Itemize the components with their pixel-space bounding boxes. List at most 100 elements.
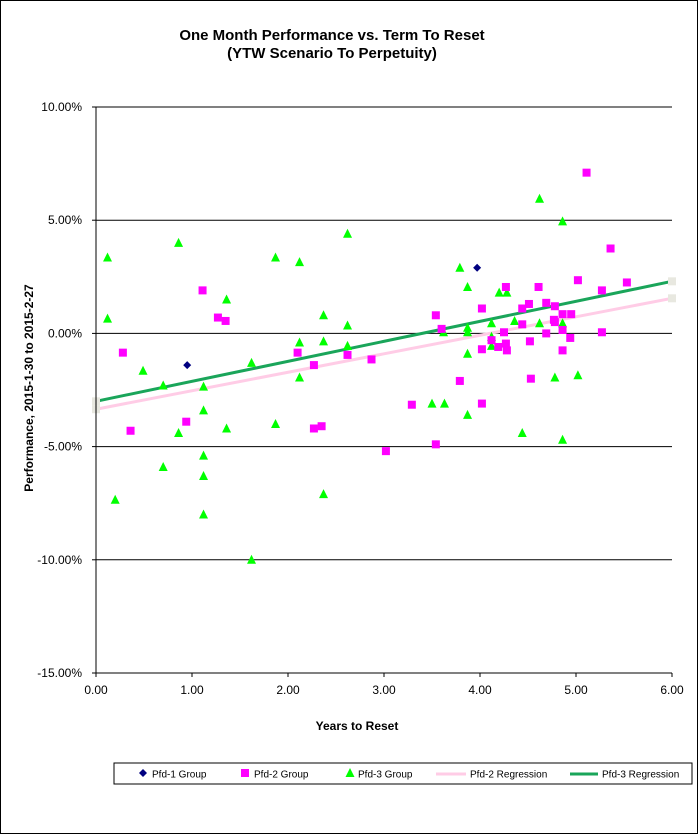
data-point-pfd-3 [463, 322, 473, 332]
regression-endpoint [668, 277, 676, 286]
data-point-pfd-3 [295, 257, 305, 267]
data-point-pfd-1 [183, 361, 192, 370]
data-point-pfd-2 [501, 339, 510, 348]
data-point-pfd-3 [463, 327, 473, 337]
data-point-pfd-3 [427, 398, 437, 408]
legend-label: Pfd-1 Group [152, 770, 207, 781]
data-point-pfd-2 [343, 350, 352, 359]
data-point-pfd-3 [158, 380, 168, 390]
chart-title-line-1: One Month Performance vs. Term To Reset [179, 27, 484, 44]
data-point-pfd-3 [517, 428, 527, 438]
data-point-pfd-3 [271, 418, 281, 428]
data-point-pfd-3 [535, 193, 545, 203]
legend-label: Pfd-2 Regression [470, 770, 547, 781]
data-point-pfd-2 [431, 440, 440, 449]
data-point-pfd-2 [558, 310, 567, 319]
data-point-pfd-3 [573, 370, 583, 380]
x-axis-title: Years to Reset [316, 719, 399, 733]
data-point-pfd-2 [502, 346, 511, 355]
data-points [103, 168, 631, 564]
data-point-pfd-2 [437, 324, 446, 333]
data-point-pfd-2 [221, 316, 230, 325]
data-point-pfd-3 [558, 434, 568, 444]
data-point-pfd-3 [319, 310, 329, 320]
data-point-pfd-3 [103, 313, 113, 323]
x-tick-label: 6.00 [660, 683, 684, 697]
data-point-pfd-3 [494, 287, 504, 297]
data-point-pfd-2 [558, 326, 567, 335]
data-point-pfd-3 [199, 405, 209, 415]
axes [92, 106, 673, 677]
data-point-pfd-2 [182, 417, 191, 426]
data-point-pfd-2 [542, 329, 551, 338]
data-point-pfd-3 [295, 337, 305, 347]
data-point-pfd-3 [319, 489, 329, 499]
data-point-pfd-3 [343, 320, 353, 330]
data-point-pfd-2 [525, 337, 534, 346]
data-point-pfd-2 [558, 346, 567, 355]
x-tick-labels: 0.00 1.00 2.00 3.00 4.00 5.00 6.00 [84, 683, 684, 697]
data-point-pfd-3 [535, 318, 545, 328]
data-point-pfd-2 [518, 304, 527, 313]
chart-title-line-2: (YTW Scenario To Perpetuity) [227, 45, 437, 62]
data-point-pfd-2 [118, 348, 127, 357]
gridlines [96, 106, 672, 561]
regression-lines [92, 277, 676, 414]
data-point-pfd-2 [309, 424, 318, 433]
data-point-pfd-2 [455, 376, 464, 385]
y-tick-label: -10.00% [37, 553, 82, 567]
data-point-pfd-2 [494, 342, 503, 351]
y-tick-label: 10.00% [41, 100, 82, 114]
legend: Pfd-1 Group Pfd-2 Group Pfd-3 Group Pfd-2 R… [113, 762, 693, 785]
data-point-pfd-3 [158, 461, 168, 471]
data-point-pfd-3 [199, 381, 209, 391]
data-point-pfd-2 [606, 244, 615, 253]
x-tick-label: 2.00 [276, 683, 300, 697]
data-point-pfd-2 [407, 400, 416, 409]
data-point-pfd-2 [573, 276, 582, 285]
x-tick-label: 1.00 [180, 683, 204, 697]
data-point-pfd-2 [550, 318, 559, 327]
data-point-pfd-1 [473, 263, 482, 272]
legend-marker-pfd-1 [139, 769, 147, 777]
data-point-pfd-2 [317, 422, 326, 431]
data-point-pfd-2 [524, 299, 533, 308]
y-tick-label: 5.00% [48, 213, 82, 227]
data-point-pfd-2 [477, 399, 486, 408]
data-point-pfd-2 [477, 345, 486, 354]
y-tick-label: 0.00% [48, 326, 82, 340]
y-tick-label: -5.00% [44, 440, 82, 454]
data-point-pfd-3 [247, 554, 257, 564]
data-point-pfd-3 [199, 509, 209, 519]
data-point-pfd-3 [319, 336, 329, 346]
data-point-pfd-2 [567, 310, 576, 319]
data-point-pfd-3 [174, 428, 184, 438]
data-point-pfd-3 [550, 372, 560, 382]
data-point-pfd-2 [213, 313, 222, 322]
data-point-pfd-2 [367, 355, 376, 364]
data-point-pfd-2 [597, 286, 606, 295]
data-point-pfd-2 [526, 374, 535, 383]
x-tick-label: 3.00 [372, 683, 396, 697]
regression-endpoint [668, 294, 676, 303]
data-point-pfd-3 [295, 372, 305, 382]
data-point-pfd-2 [477, 304, 486, 313]
data-point-pfd-2 [566, 333, 575, 342]
data-point-pfd-2 [381, 447, 390, 456]
data-point-pfd-2 [501, 282, 510, 291]
data-point-pfd-3 [487, 318, 497, 328]
data-point-pfd-3 [103, 252, 113, 262]
y-tick-labels: 10.00% 5.00% 0.00% -5.00% -10.00% -15.00% [37, 100, 82, 680]
data-point-pfd-2 [622, 278, 631, 287]
data-point-pfd-2 [597, 328, 606, 337]
data-point-pfd-3 [558, 318, 568, 328]
data-point-pfd-3 [110, 494, 120, 504]
data-point-pfd-3 [487, 340, 497, 350]
data-point-pfd-2 [309, 361, 318, 370]
data-point-pfd-3 [463, 409, 473, 419]
data-point-pfd-3 [510, 315, 520, 325]
data-point-pfd-2 [542, 298, 551, 307]
x-tick-label: 5.00 [564, 683, 588, 697]
